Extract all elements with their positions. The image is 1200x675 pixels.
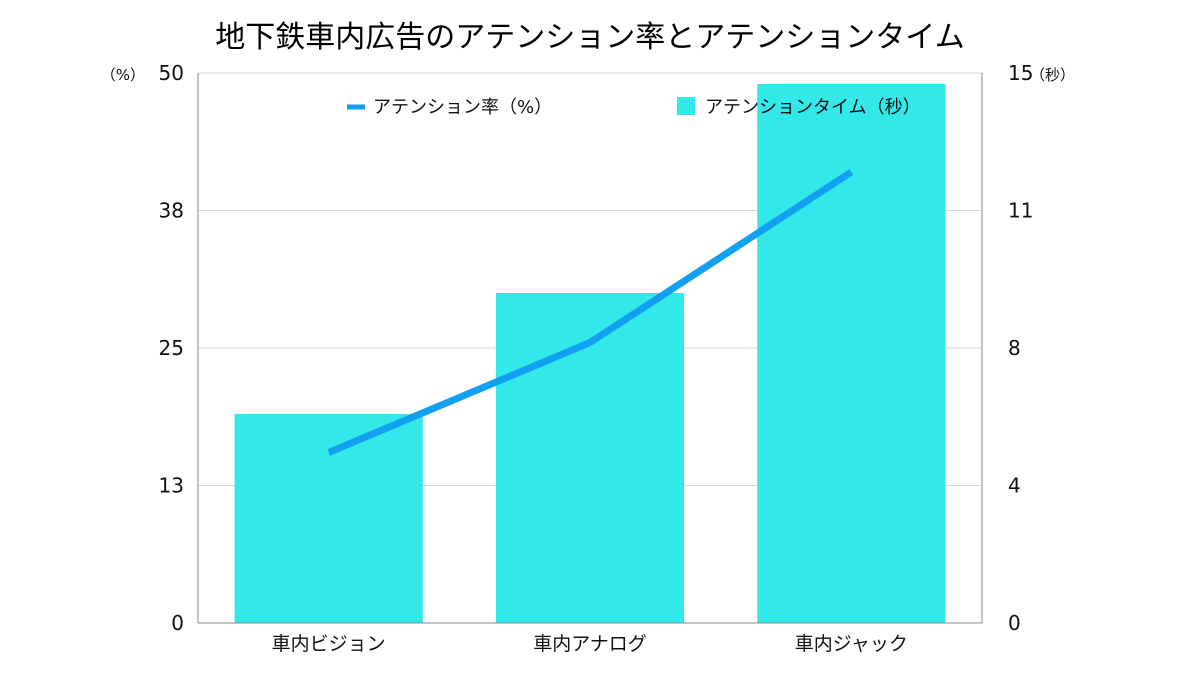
left-tick-label: 38 <box>159 199 184 223</box>
bars <box>234 84 946 623</box>
bar <box>495 293 685 623</box>
left-tick-label: 13 <box>159 474 184 498</box>
bar <box>757 84 946 623</box>
left-tick-label: 0 <box>171 611 184 635</box>
legend-label-time: アテンションタイム（秒） <box>705 97 921 118</box>
rate-line <box>327 169 854 456</box>
right-tick-label: 11 <box>1008 199 1033 223</box>
legend: アテンション率（%） アテンションタイム（秒） <box>347 97 921 118</box>
right-tick-label: 4 <box>1008 474 1021 498</box>
left-tick-label: 25 <box>159 336 184 360</box>
line-series <box>327 169 854 456</box>
category-label: 車内アナログ <box>533 633 647 655</box>
right-axis-unit: （秒） <box>1030 66 1075 84</box>
category-label: 車内ビジョン <box>272 633 386 655</box>
legend-bar-swatch <box>677 97 695 115</box>
legend-label-rate: アテンション率（%） <box>373 97 552 118</box>
bar <box>234 414 423 623</box>
right-tick-label: 8 <box>1008 336 1021 360</box>
right-tick-label: 0 <box>1008 611 1021 635</box>
left-tick-label: 50 <box>159 61 184 85</box>
right-tick-label: 15 <box>1008 61 1033 85</box>
tick-labels: 0 0 13 4 25 8 38 11 50 15 車内ビジョン 車内アナログ 車内ジャック <box>159 61 1034 655</box>
left-axis-unit: （%） <box>101 66 145 84</box>
category-label: 車内ジャック <box>795 633 908 655</box>
chart-title: 地下鉄車内広告のアテンション率とアテンションタイム <box>215 20 964 55</box>
axes <box>197 73 983 624</box>
